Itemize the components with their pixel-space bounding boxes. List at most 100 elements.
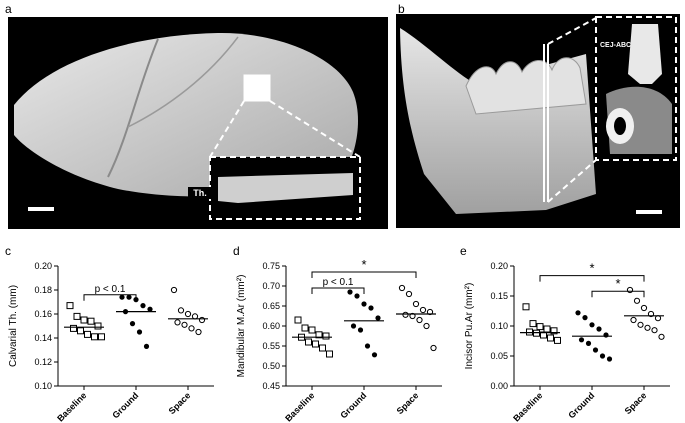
data-point-filled [603, 332, 609, 338]
skull-shape [14, 32, 358, 197]
significance-bracket [83, 294, 137, 301]
x-tick-label: Ground [566, 390, 596, 420]
data-point-open [398, 284, 406, 292]
data-point-filled [143, 343, 150, 349]
cej-abc-label: CEJ-ABC [600, 42, 632, 49]
x-tick-label: Ground [110, 390, 140, 420]
data-point-square [98, 333, 105, 341]
data-point-square [87, 317, 95, 325]
data-point-square [91, 333, 98, 341]
data-point-open [419, 306, 427, 314]
y-tick-label: 0.45 [262, 381, 280, 391]
data-point-open [658, 333, 665, 340]
data-point-square [312, 340, 319, 348]
y-tick-label: 0.16 [34, 309, 52, 319]
inset-section [218, 173, 353, 203]
y-tick-label: 0.18 [34, 285, 52, 295]
data-point-open [195, 328, 202, 336]
data-point-square [315, 331, 323, 339]
zoom-line-right [269, 100, 361, 158]
data-point-square [70, 324, 77, 332]
data-point-square [80, 316, 88, 324]
data-point-square [529, 320, 537, 328]
y-tick-label: 0.55 [262, 341, 280, 351]
data-point-open [412, 300, 420, 308]
data-point-filled [375, 315, 381, 321]
significance-bracket [311, 287, 365, 294]
data-point-square [326, 350, 333, 358]
data-point-open [402, 311, 409, 318]
data-point-open [198, 316, 206, 324]
data-point-open [640, 304, 648, 312]
suture-line [107, 38, 159, 178]
y-axis-label: Mandibular M.Ar (mm²) [236, 275, 247, 378]
data-point-filled [599, 353, 606, 359]
molar-teeth [465, 57, 587, 115]
data-point-open [633, 297, 641, 304]
scale-bar [28, 207, 54, 211]
panel-label-e: e [460, 244, 467, 258]
zoom-line-top [547, 17, 597, 45]
panel-label-b: b [398, 2, 405, 16]
region-box [243, 74, 271, 102]
y-tick-label: 0.70 [262, 281, 280, 291]
data-point-filled [354, 293, 360, 299]
data-point-open [644, 324, 651, 331]
data-point-filled [119, 294, 125, 300]
mandible-image: CEJ-ABC [396, 14, 680, 228]
data-point-filled [364, 343, 371, 349]
y-axis-label: Calvarial Th. (mm) [8, 285, 19, 367]
data-point-square [73, 312, 81, 320]
data-point-square [94, 322, 102, 330]
data-point-filled [575, 310, 581, 316]
y-tick-label: 0.65 [262, 301, 280, 311]
significance-label: p < 0.1 [95, 284, 126, 295]
significance-label: * [589, 261, 594, 276]
data-point-square [550, 327, 558, 335]
data-point-square [294, 316, 302, 324]
data-point-filled [582, 315, 588, 321]
calvaria-image: Th. [8, 17, 388, 229]
data-point-filled [136, 329, 143, 335]
y-tick-label: 0.00 [490, 381, 508, 391]
data-point-filled [585, 340, 592, 346]
suture-line-2 [127, 36, 239, 128]
data-point-filled [371, 352, 378, 358]
pulp-section [614, 117, 626, 135]
data-point-filled [592, 347, 599, 353]
y-tick-label: 0.10 [490, 321, 508, 331]
y-tick-label: 0.75 [262, 261, 280, 271]
data-point-open [630, 316, 637, 324]
significance-label: * [361, 257, 366, 272]
data-point-square [84, 330, 91, 338]
data-point-open [626, 286, 634, 294]
significance-label: * [615, 276, 620, 291]
incisor-pulp-chart: 0.00 0.05 0.10 0.15 0.20 Incisor Pu.Ar (mm²) B… [464, 261, 670, 423]
data-point-filled [606, 356, 613, 362]
data-point-filled [357, 327, 364, 333]
data-point-square [66, 302, 74, 310]
significance-bracket [591, 290, 645, 298]
data-point-square [77, 327, 84, 335]
data-point-square [319, 344, 326, 352]
data-point-filled [126, 294, 132, 300]
data-point-square [547, 334, 554, 342]
data-point-open [177, 307, 185, 314]
data-point-square [533, 329, 540, 337]
data-point-filled [147, 306, 153, 312]
data-point-open [416, 316, 423, 324]
data-point-open [430, 344, 437, 352]
data-point-open [426, 308, 434, 316]
data-point-square [554, 336, 561, 344]
data-point-open [637, 321, 644, 328]
y-tick-label: 0.60 [262, 321, 280, 331]
scale-bar [636, 210, 662, 214]
tooth-section [628, 24, 662, 84]
data-point-open [651, 327, 658, 334]
data-point-open [181, 321, 188, 328]
x-tick-label: Space [395, 390, 421, 416]
zoom-line-left [209, 100, 245, 158]
data-point-open [184, 310, 192, 318]
thickness-label: Th. [188, 187, 212, 199]
data-point-filled [589, 322, 595, 328]
